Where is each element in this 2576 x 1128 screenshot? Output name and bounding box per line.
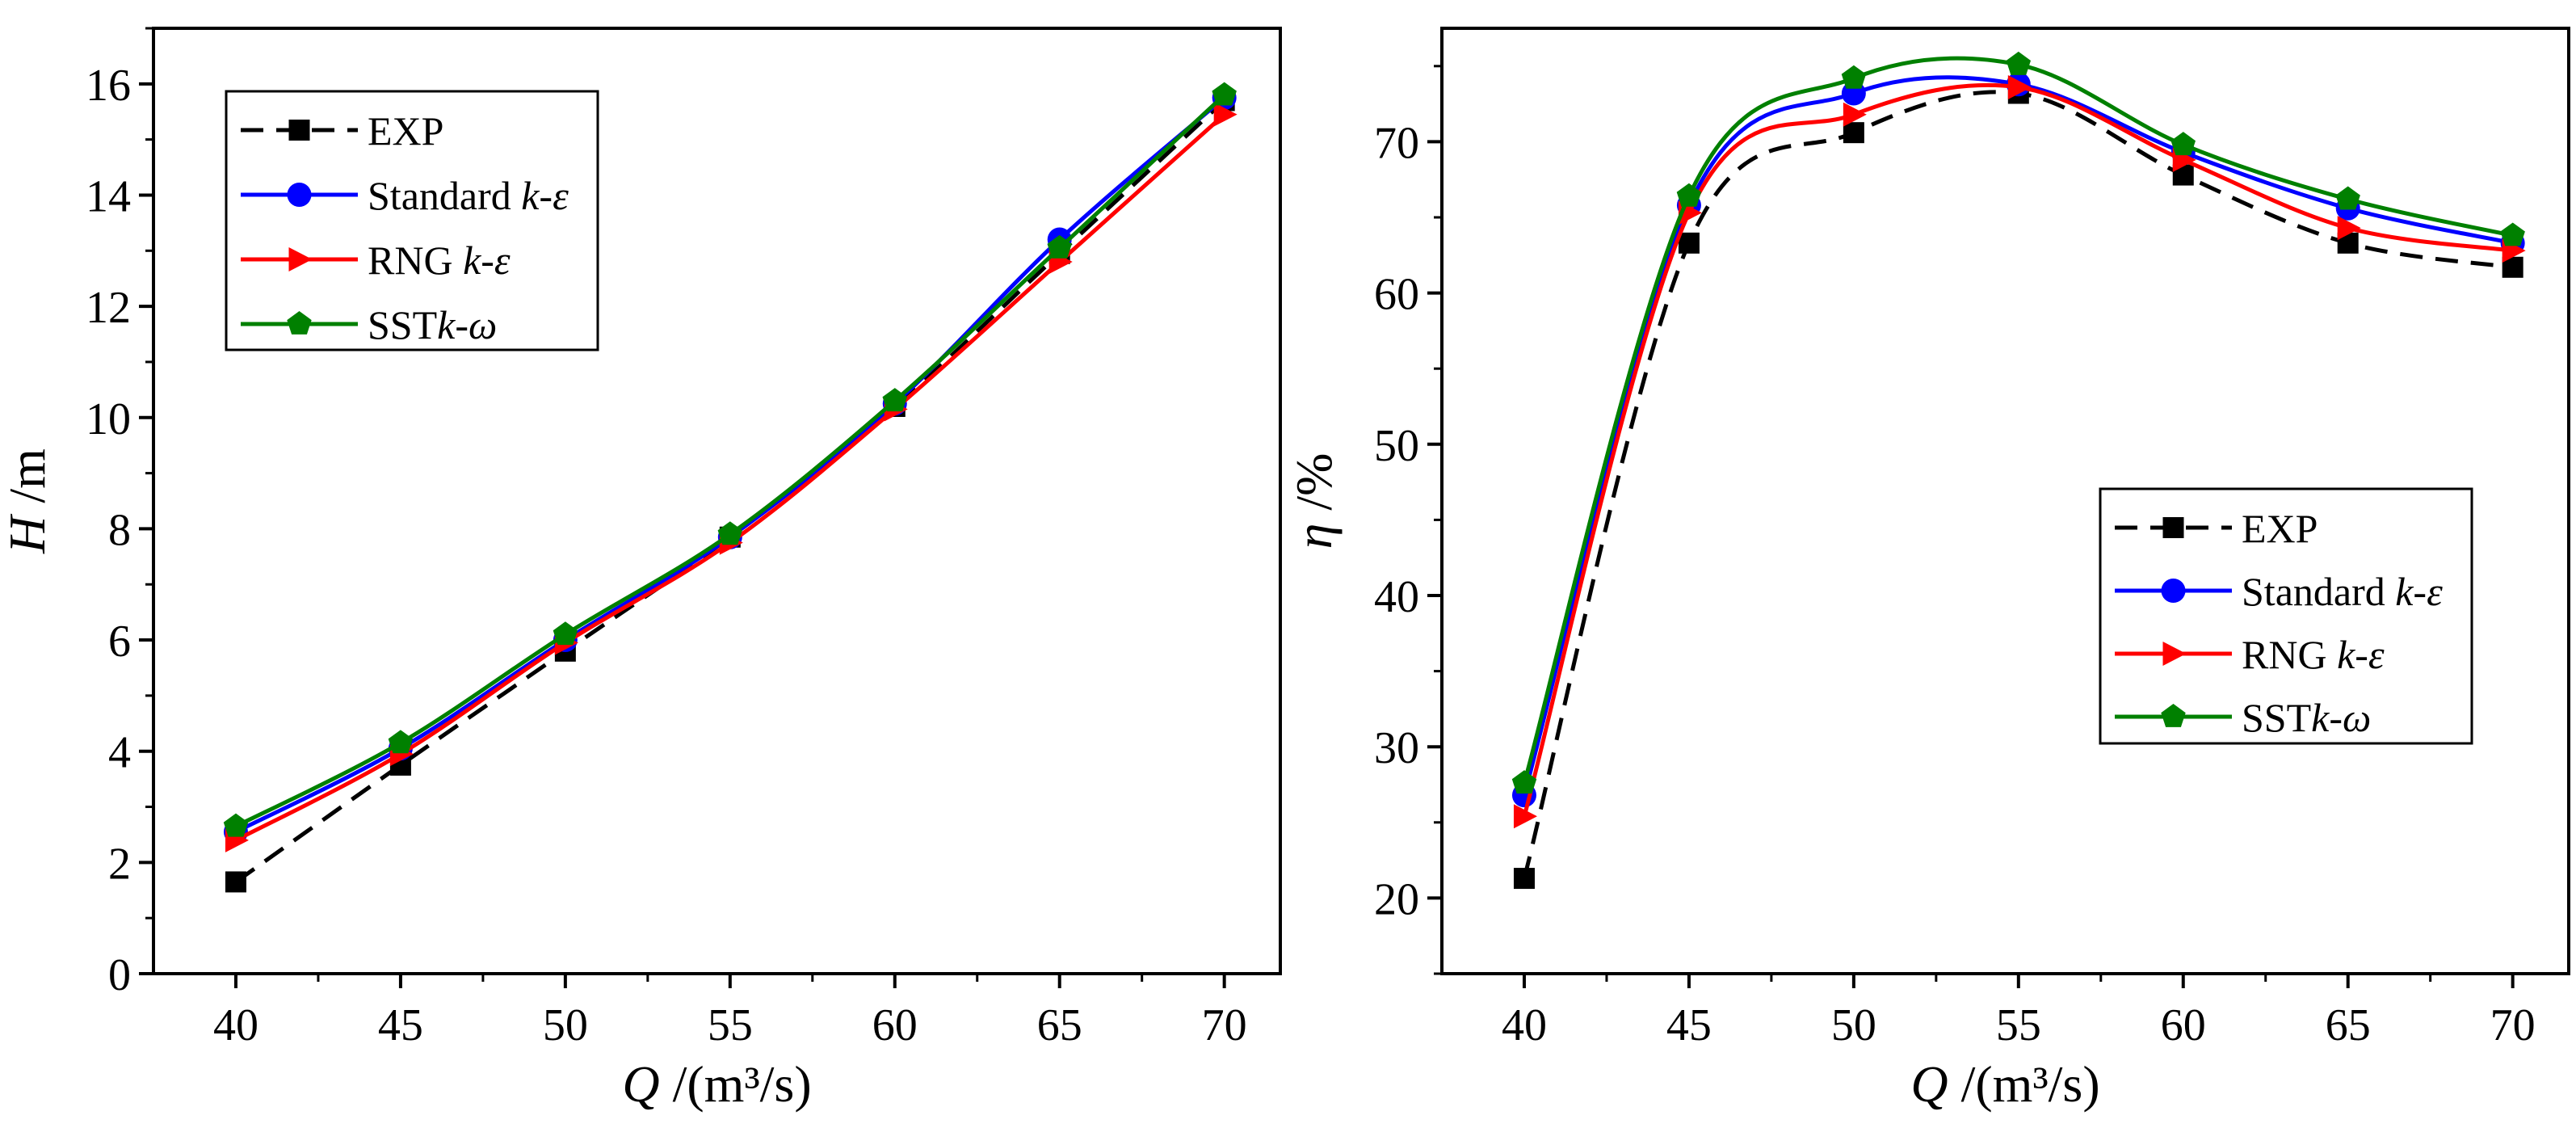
x-tick-label: 40 bbox=[213, 1000, 258, 1050]
series-3 bbox=[223, 82, 1237, 837]
series-line bbox=[1522, 56, 2514, 784]
x-axis-title: Q /(m³/s) bbox=[622, 1055, 811, 1113]
legend-label: EXP bbox=[368, 108, 443, 154]
data-point bbox=[225, 871, 246, 893]
data-point bbox=[1511, 770, 1537, 794]
data-point bbox=[1841, 65, 1867, 89]
data-point bbox=[2170, 132, 2196, 156]
legend-marker bbox=[287, 311, 312, 335]
x-tick-label: 45 bbox=[1666, 1000, 1712, 1050]
y-tick-label: 20 bbox=[1374, 874, 1419, 924]
legend-label: SSTk-ω bbox=[2242, 695, 2371, 740]
x-tick-label: 70 bbox=[1202, 1000, 1247, 1050]
legend: EXP Standard k-ε RNG k-ε SSTk-ω bbox=[2099, 487, 2473, 745]
data-point bbox=[1676, 183, 1702, 207]
y-tick-label: 30 bbox=[1374, 723, 1419, 773]
x-tick-label: 65 bbox=[2326, 1000, 2371, 1050]
data-point bbox=[1843, 102, 1867, 127]
y-axis-title: H /m bbox=[0, 448, 56, 554]
data-point bbox=[223, 813, 249, 837]
y-tick-label: 6 bbox=[108, 617, 131, 667]
legend-label: Standard k-ε bbox=[2242, 569, 2443, 614]
data-point bbox=[2335, 186, 2360, 210]
data-point bbox=[1047, 234, 1072, 259]
legend-marker bbox=[2161, 704, 2186, 727]
y-tick-label: 60 bbox=[1374, 270, 1419, 320]
x-tick-label: 40 bbox=[1502, 1000, 1547, 1050]
x-tick-label: 45 bbox=[378, 1000, 423, 1050]
y-tick-label: 4 bbox=[108, 728, 131, 778]
data-point bbox=[2007, 75, 2032, 100]
y-tick-label: 2 bbox=[108, 839, 131, 889]
data-point bbox=[717, 521, 742, 545]
data-point bbox=[2006, 51, 2031, 75]
chart-panel-left: 40 45 50 55 60 65 70 0 2 4 6 8 10 12 14 16 Q /(m³/s) H /m… bbox=[0, 27, 1282, 1113]
x-tick-label: 60 bbox=[2161, 1000, 2206, 1050]
data-point bbox=[1843, 122, 1864, 144]
y-tick-label: 0 bbox=[108, 950, 131, 1000]
y-axis-title: η /% bbox=[1285, 453, 1343, 549]
series-line bbox=[1522, 90, 2514, 879]
series-line bbox=[1522, 82, 2514, 817]
legend-marker bbox=[288, 247, 313, 271]
legend-marker bbox=[2162, 642, 2187, 666]
legend-label: RNG k-ε bbox=[2242, 632, 2385, 677]
y-tick-label: 8 bbox=[108, 505, 131, 555]
data-point bbox=[882, 388, 907, 412]
y-tick-label: 14 bbox=[86, 171, 131, 221]
y-tick-label: 70 bbox=[1374, 118, 1419, 168]
legend-label: EXP bbox=[2242, 506, 2318, 551]
legend-label: SSTk-ω bbox=[368, 302, 497, 347]
series-3 bbox=[1511, 51, 2525, 794]
x-axis-title: Q /(m³/s) bbox=[1910, 1055, 2099, 1113]
legend-box bbox=[225, 90, 599, 351]
series-line bbox=[1522, 75, 2514, 796]
legend-marker bbox=[288, 120, 310, 141]
x-tick-label: 50 bbox=[1831, 1000, 1876, 1050]
legend: EXP Standard k-ε RNG k-ε SSTk-ω bbox=[225, 90, 599, 351]
data-point bbox=[1513, 804, 1537, 829]
y-tick-label: 12 bbox=[86, 283, 131, 333]
y-tick-label: 40 bbox=[1374, 572, 1419, 622]
y-tick-label: 16 bbox=[86, 61, 131, 111]
plot-frame bbox=[152, 27, 1282, 975]
x-tick-label: 50 bbox=[543, 1000, 588, 1050]
x-tick-label: 55 bbox=[1996, 1000, 2041, 1050]
chart-panel-right: 40 45 50 55 60 65 70 20 30 40 50 60 70 Q /(m³/s) η /% E… bbox=[1285, 27, 2570, 1113]
data-point bbox=[1513, 868, 1535, 890]
y-tick-label: 10 bbox=[86, 394, 131, 444]
plot-frame bbox=[1440, 27, 2570, 975]
y-tick-label: 50 bbox=[1374, 421, 1419, 471]
data-point bbox=[2337, 216, 2361, 241]
x-tick-label: 55 bbox=[708, 1000, 753, 1050]
x-tick-label: 60 bbox=[872, 1000, 918, 1050]
data-point bbox=[1213, 102, 1238, 127]
legend-marker bbox=[2161, 579, 2186, 603]
legend-box bbox=[2099, 487, 2473, 745]
data-point bbox=[1212, 82, 1237, 106]
x-tick-label: 65 bbox=[1037, 1000, 1082, 1050]
x-tick-label: 70 bbox=[2490, 1000, 2536, 1050]
legend-label: Standard k-ε bbox=[368, 173, 569, 218]
data-point bbox=[388, 730, 414, 754]
data-point bbox=[1678, 232, 1700, 254]
data-point bbox=[2500, 222, 2525, 246]
legend-label: RNG k-ε bbox=[368, 238, 511, 283]
data-point bbox=[553, 621, 578, 646]
legend-marker bbox=[2162, 517, 2184, 538]
legend-marker bbox=[287, 183, 312, 207]
